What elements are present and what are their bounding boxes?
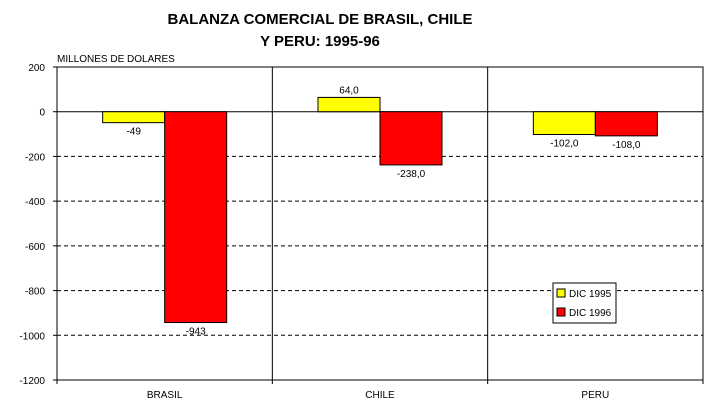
y-tick-label: -400 bbox=[25, 197, 45, 208]
y-tick-label: -1200 bbox=[19, 376, 45, 387]
x-category-label: BRASIL bbox=[147, 390, 183, 401]
bar bbox=[594, 111, 658, 137]
bar bbox=[379, 111, 443, 166]
data-label: -49 bbox=[126, 127, 141, 138]
data-label: -238,0 bbox=[397, 169, 426, 180]
legend-swatch bbox=[556, 307, 566, 317]
y-tick-label: 0 bbox=[39, 108, 45, 119]
data-label: -108,0 bbox=[612, 140, 641, 151]
plot-area: 200 0 -200 -400 -600 -800 -1000 -1200 BRASIL CHIL… bbox=[19, 63, 704, 401]
data-label: -943 bbox=[186, 327, 206, 338]
bar bbox=[164, 111, 228, 324]
y-tick-label: -200 bbox=[25, 152, 45, 163]
y-axis-unit-label: MILLONES DE DOLARES bbox=[57, 54, 175, 65]
data-label: -102,0 bbox=[550, 139, 579, 150]
legend-swatch bbox=[556, 288, 566, 298]
x-category-label: CHILE bbox=[365, 390, 395, 401]
y-tick-label: -1000 bbox=[19, 331, 45, 342]
bar bbox=[532, 111, 596, 136]
chart-title-line-2: Y PERU: 1995-96 bbox=[260, 33, 380, 50]
data-label: 64,0 bbox=[339, 85, 359, 96]
chart-title-line-1: BALANZA COMERCIAL DE BRASIL, CHILE bbox=[168, 11, 473, 28]
y-tick-label: -800 bbox=[25, 287, 45, 298]
bar bbox=[317, 96, 381, 113]
legend-entry: DIC 1996 bbox=[569, 308, 612, 319]
x-category-label: PERU bbox=[581, 390, 609, 401]
y-tick-label: -600 bbox=[25, 242, 45, 253]
y-tick-label: 200 bbox=[28, 63, 45, 74]
legend: DIC 1995 DIC 1996 bbox=[552, 282, 617, 324]
legend-entry: DIC 1995 bbox=[569, 289, 612, 300]
bar bbox=[102, 111, 166, 124]
